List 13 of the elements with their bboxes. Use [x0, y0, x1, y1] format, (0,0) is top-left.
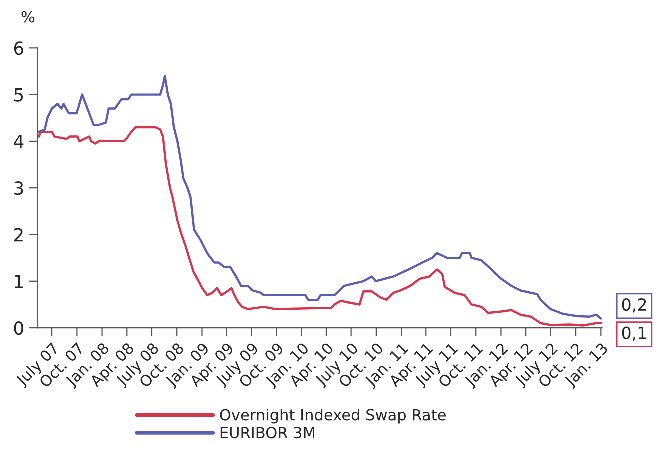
y-tick-label: 5: [14, 88, 24, 102]
legend-label: Overnight Indexed Swap Rate: [220, 408, 446, 424]
legend-label: EURIBOR 3M: [220, 427, 314, 439]
annotation: 0,2: [622, 298, 646, 313]
y-axis-title: %: [22, 11, 35, 23]
y-tick-label: 0: [14, 322, 24, 336]
y-tick-label: 2: [14, 228, 23, 242]
y-tick-label: 1: [15, 275, 23, 288]
line-series: [38, 75, 602, 320]
y-tick-label: 4: [14, 135, 24, 148]
y-tick-label: 3: [14, 182, 24, 196]
annotation: 0,1: [622, 326, 646, 342]
y-tick-label: 6: [14, 42, 24, 56]
